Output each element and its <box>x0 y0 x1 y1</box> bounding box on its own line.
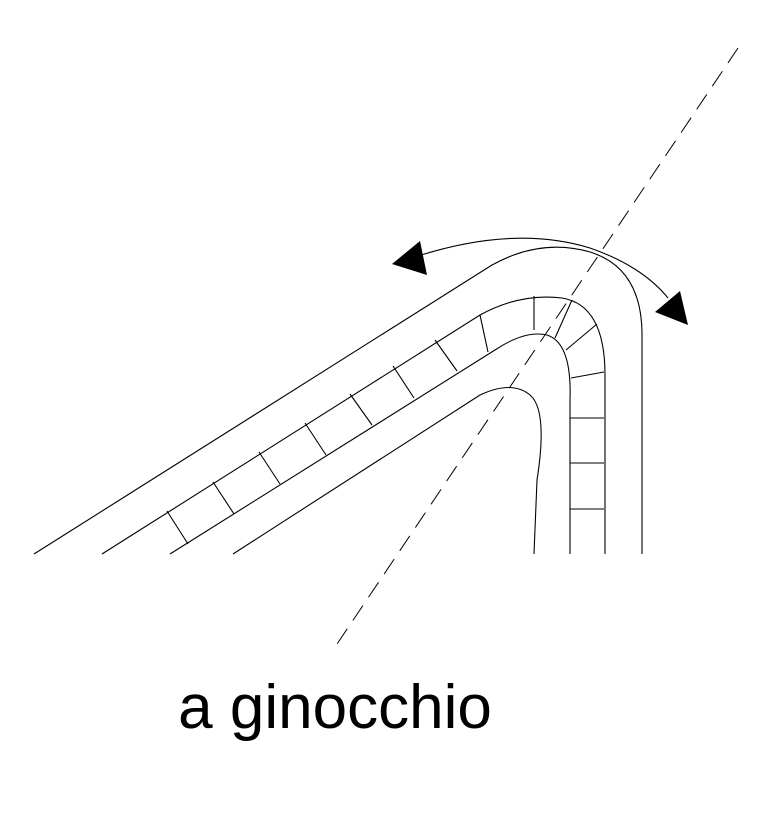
bend-axis-dashed-line <box>332 47 739 651</box>
arrow-right-head-icon <box>655 291 688 325</box>
hatch-tick <box>392 365 415 399</box>
outer-boundary-line <box>33 246 643 555</box>
hatch-tick <box>212 481 235 515</box>
band-outer-edge <box>101 296 606 555</box>
hatch-tick <box>479 314 489 353</box>
arrow-left-head-icon <box>392 241 427 275</box>
hatch-tick <box>166 510 189 545</box>
hatch-tick <box>349 393 373 426</box>
diagram-caption: a ginocchio <box>178 673 492 742</box>
hatch-tick <box>258 451 281 485</box>
hatch-tick <box>304 422 327 456</box>
hatch-tick <box>554 299 573 339</box>
hatch-tick <box>565 323 598 351</box>
band-hatch-ticks <box>166 296 605 545</box>
hatch-tick <box>570 371 605 379</box>
inner-boundary-line <box>232 386 542 555</box>
hatch-tick <box>434 339 458 372</box>
band-inner-edge <box>169 333 571 555</box>
rotation-arc <box>417 237 669 299</box>
